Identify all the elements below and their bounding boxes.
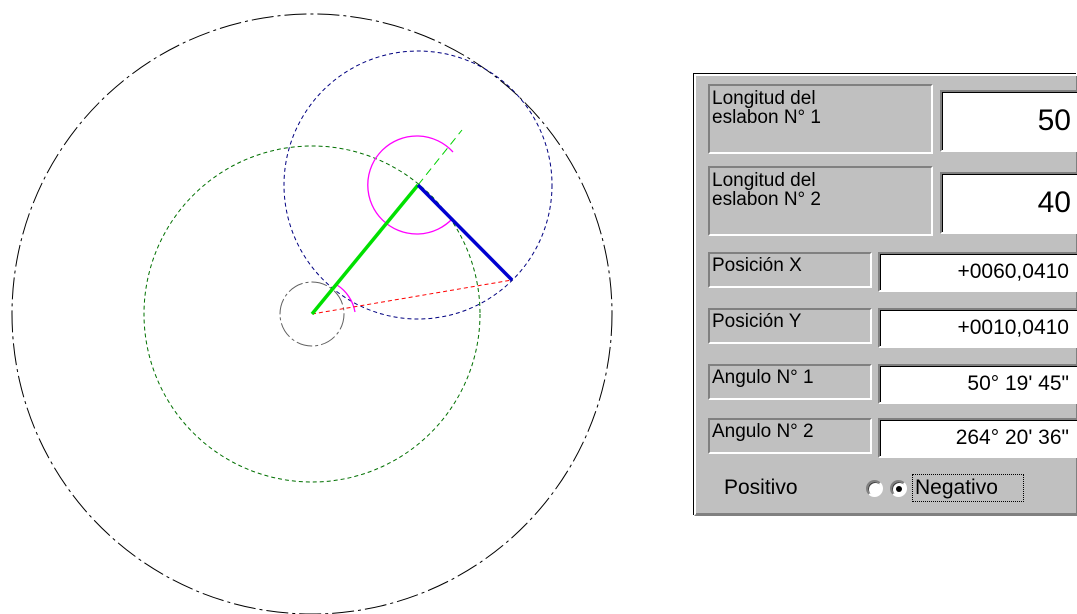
base-joint-circle [279,281,345,347]
workspace-outer-circle [11,13,613,614]
position-y-field[interactable]: +0010,0410 [878,308,1077,348]
link2-segment [416,183,514,282]
selected-dot [896,486,902,492]
negative-focus-outline [912,474,1024,502]
positive-label[interactable]: Positivo [724,476,798,499]
angle1-arc [336,284,356,313]
link1-length-label-line2: eslabon N° 1 [712,107,821,128]
position-x-field[interactable]: +0060,0410 [878,252,1077,292]
position-y-label: Posición Y [708,308,872,344]
link2-reach-circle [283,50,553,320]
angle1-field[interactable]: 50° 19' 45" [878,364,1077,404]
positive-radio[interactable] [866,480,883,497]
negative-label[interactable]: Negativo [915,476,998,499]
target-line [311,279,513,315]
link1-reach-circle [143,145,481,483]
link2-length-field[interactable]: 40 [940,172,1077,234]
link1-extension-line [417,129,463,186]
angle2-arc [367,135,454,235]
link2-length-label: Longitud del eslabon N° 2 [708,166,933,236]
link1-length-label-line1: Longitud del [712,88,816,109]
negative-radio[interactable] [890,480,907,497]
link2-length-label-line2: eslabon N° 2 [712,189,821,210]
link1-length-field[interactable]: 50 [940,90,1077,152]
parameters-panel: Longitud del eslabon N° 1 50 Longitud de… [694,74,1077,516]
angle2-label: Angulo N° 2 [708,418,872,454]
angle2-field[interactable]: 264° 20' 36" [878,418,1077,458]
link1-segment [310,183,420,316]
position-x-label: Posición X [708,252,872,288]
link2-length-label-line1: Longitud del [712,170,816,191]
link1-length-label: Longitud del eslabon N° 1 [708,84,933,154]
angle1-label: Angulo N° 1 [708,364,872,400]
direction-selector: Positivo Negativo [696,466,1077,512]
